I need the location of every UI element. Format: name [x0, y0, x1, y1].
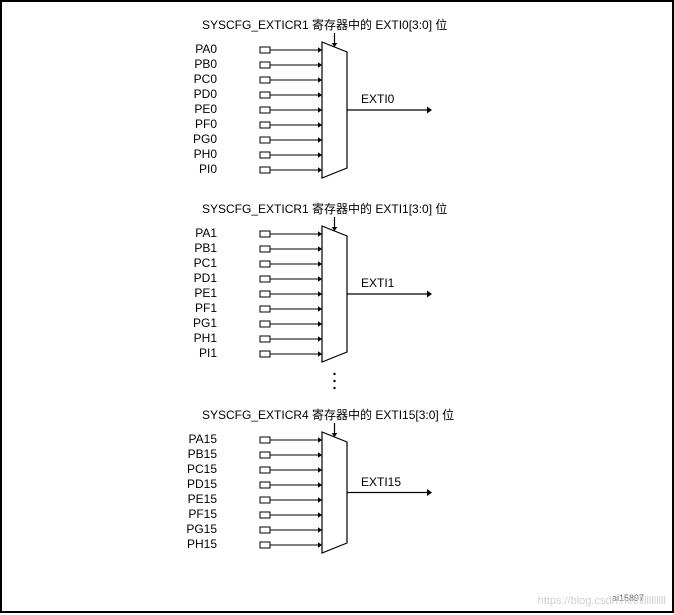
pin-label: PE0	[177, 102, 217, 116]
pin-label: PC15	[177, 462, 217, 476]
pin-label: PH15	[177, 537, 217, 551]
pin-label: PE15	[177, 492, 217, 506]
block-title: SYSCFG_EXTICR1 寄存器中的 EXTI0[3:0] 位	[202, 16, 447, 33]
pin-label: PG15	[177, 522, 217, 536]
pin-label: PD0	[177, 87, 217, 101]
pin-label: PI1	[177, 346, 217, 360]
block-title: SYSCFG_EXTICR4 寄存器中的 EXTI15[3:0] 位	[202, 406, 454, 423]
output-label: EXTI15	[361, 475, 401, 489]
watermark: https://blog.csdn.net/lllllllllll	[538, 595, 666, 607]
pin-label: PE1	[177, 286, 217, 300]
pin-label: PF15	[177, 507, 217, 521]
diagram-svg	[2, 2, 674, 615]
diagram-frame: SYSCFG_EXTICR1 寄存器中的 EXTI0[3:0] 位PA0PB0P…	[0, 0, 674, 613]
block-title: SYSCFG_EXTICR1 寄存器中的 EXTI1[3:0] 位	[202, 200, 447, 217]
pin-label: PG0	[177, 132, 217, 146]
pin-label: PA1	[177, 226, 217, 240]
output-label: EXTI1	[361, 276, 394, 290]
pin-label: PH0	[177, 147, 217, 161]
pin-label: PF1	[177, 301, 217, 315]
pin-label: PA15	[177, 432, 217, 446]
pin-label: PF0	[177, 117, 217, 131]
pin-label: PC1	[177, 256, 217, 270]
pin-label: PD15	[177, 477, 217, 491]
pin-label: PB15	[177, 447, 217, 461]
pin-label: PB1	[177, 241, 217, 255]
pin-label: PH1	[177, 331, 217, 345]
pin-label: PD1	[177, 271, 217, 285]
pin-label: PB0	[177, 57, 217, 71]
output-label: EXTI0	[361, 92, 394, 106]
pin-label: PI0	[177, 162, 217, 176]
pin-label: PA0	[177, 42, 217, 56]
pin-label: PC0	[177, 72, 217, 86]
pin-label: PG1	[177, 316, 217, 330]
